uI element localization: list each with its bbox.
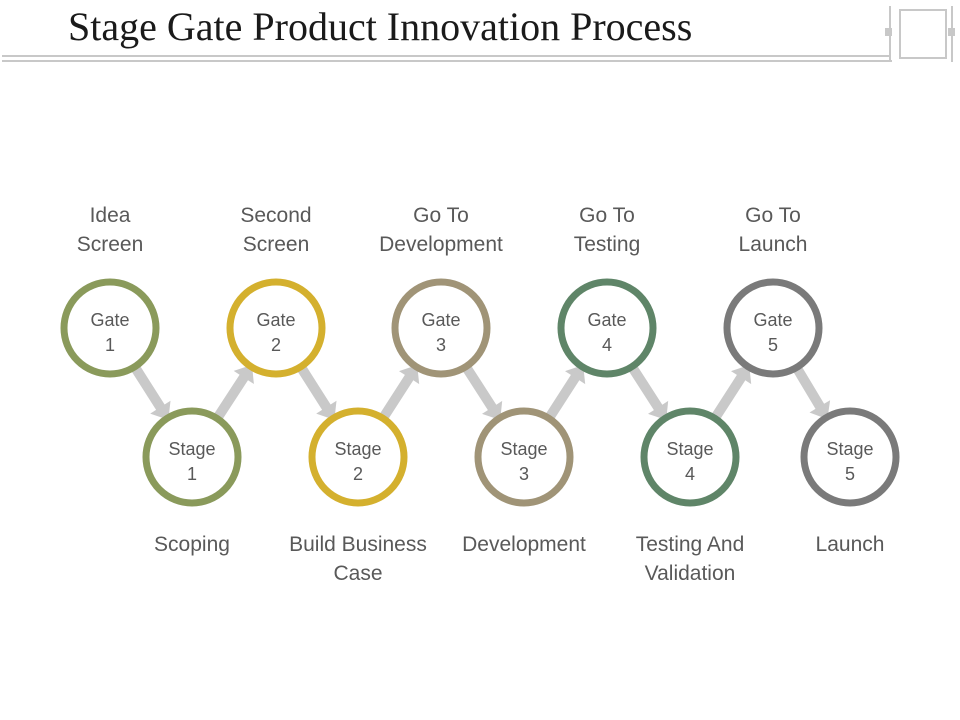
gate-caption-line: Development [379, 233, 503, 256]
stage-number: 4 [685, 464, 695, 484]
flow-arrow-2 [214, 364, 254, 420]
gate-number: 2 [271, 335, 281, 355]
stage-caption-line: Validation [645, 562, 736, 585]
gate-ring [60, 278, 160, 378]
stage-ring [640, 407, 740, 507]
gate-number: 4 [602, 335, 612, 355]
gate-ring [723, 278, 823, 378]
stage-ring [800, 407, 900, 507]
gate-label: Gate [587, 310, 626, 330]
stage-4: Stage 4 Testing And Validation [636, 407, 745, 585]
stage-caption-line: Build Business [289, 533, 427, 556]
gate-ring [557, 278, 657, 378]
gate-1: Gate 1 Idea Screen [60, 204, 160, 378]
flow-arrow-6 [545, 365, 586, 420]
corner-decoration-box [899, 9, 947, 59]
gate-3: Gate 3 Go To Development [379, 204, 503, 378]
stage-label: Stage [500, 439, 547, 459]
page-title: Stage Gate Product Innovation Process [68, 4, 693, 49]
stage-3: Stage 3 Development [462, 407, 586, 556]
stage-caption-line: Case [333, 562, 382, 585]
corner-tab-right [948, 28, 955, 36]
stage-1: Stage 1 Scoping [142, 407, 242, 556]
stage-5: Stage 5 Launch [800, 407, 900, 556]
gate-number: 1 [105, 335, 115, 355]
stage-2: Stage 2 Build Business Case [289, 407, 427, 585]
stage-number: 1 [187, 464, 197, 484]
title-underline-top [2, 55, 890, 57]
gate-label: Gate [753, 310, 792, 330]
flow-arrow-8 [711, 365, 752, 420]
gate-number: 3 [436, 335, 446, 355]
gate-caption-line: Screen [243, 233, 310, 256]
stage-label: Stage [826, 439, 873, 459]
gate-caption-line: Testing [574, 233, 641, 256]
stage-ring [142, 407, 242, 507]
stage-ring [474, 407, 574, 507]
gate-ring [226, 278, 326, 378]
flow-arrow-3 [297, 365, 337, 420]
gate-4: Gate 4 Go To Testing [557, 204, 657, 378]
gate-number: 5 [768, 335, 778, 355]
gate-caption-line: Go To [413, 204, 469, 227]
stage-caption-line: Development [462, 533, 586, 556]
gate-label: Gate [421, 310, 460, 330]
gate-caption-line: Idea [90, 204, 131, 227]
flow-arrow-7 [628, 365, 669, 420]
stage-caption-line: Scoping [154, 533, 230, 556]
gate-caption-line: Go To [579, 204, 635, 227]
flow-arrow-5 [462, 365, 503, 420]
stage-number: 2 [353, 464, 363, 484]
gate-label: Gate [256, 310, 295, 330]
gate-caption-line: Launch [739, 233, 808, 256]
stage-ring [308, 407, 408, 507]
gate-2: Gate 2 Second Screen [226, 204, 326, 378]
stage-label: Stage [666, 439, 713, 459]
gate-caption-line: Second [240, 204, 311, 227]
gate-label: Gate [90, 310, 129, 330]
gate-caption-line: Screen [77, 233, 144, 256]
title-underline-bottom [2, 60, 892, 62]
gate-ring [391, 278, 491, 378]
stage-number: 3 [519, 464, 529, 484]
flow-arrow-9 [793, 366, 831, 420]
gate-5: Gate 5 Go To Launch [723, 204, 823, 378]
stage-label: Stage [168, 439, 215, 459]
stage-caption-line: Testing And [636, 533, 745, 556]
stage-label: Stage [334, 439, 381, 459]
stage-caption-line: Launch [816, 533, 885, 556]
corner-tab-left [885, 28, 892, 36]
stage-number: 5 [845, 464, 855, 484]
gate-caption-line: Go To [745, 204, 801, 227]
flow-arrow-4 [379, 365, 420, 420]
flow-arrow-1 [131, 365, 171, 420]
